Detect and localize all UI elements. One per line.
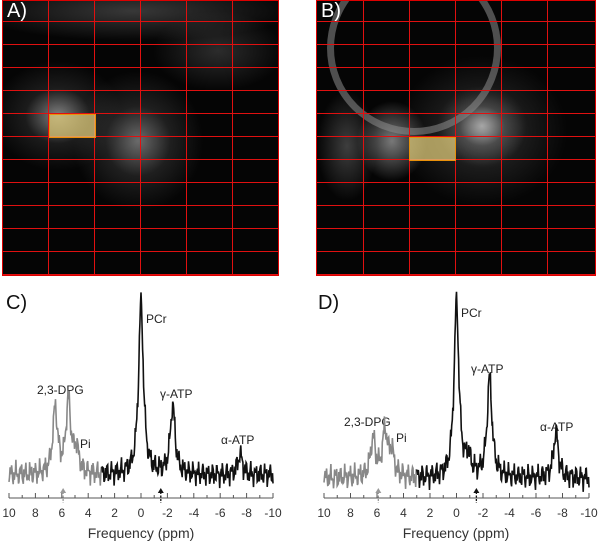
grid-line [317,205,595,207]
x-axis-title-c: Frequency (ppm) [88,525,195,541]
arrowhead-icon [60,488,67,493]
grid-line [3,67,278,69]
label-pcr: PCr [146,312,167,326]
grid-line [547,1,549,275]
tissue-region [153,11,278,91]
grid-line [94,1,96,275]
grid-line [317,21,595,23]
grid-line [501,1,503,275]
spectrum-trace-black [415,291,590,492]
x-tick-label: -8 [241,506,252,520]
label-dpg: 2,3-DPG [344,415,391,429]
grid-line [3,274,278,275]
x-tick-label: -10 [580,506,598,520]
arrowhead-icon [157,488,164,493]
roi-voxel [409,137,456,161]
x-tick-label: 4 [400,506,407,520]
x-tick-label: -2 [162,506,173,520]
panel-label-c: C) [6,292,28,314]
mri-image-a: A) [2,0,279,276]
x-tick-label: -6 [531,506,542,520]
label-dpg: 2,3-DPG [37,383,84,397]
x-tick-label: -8 [557,506,568,520]
x-tick-label: -10 [264,506,282,520]
x-tick-label: 0 [138,506,145,520]
grid-line [3,90,278,92]
grid-line [317,251,595,253]
grid-line [317,136,595,138]
grid-line [317,90,595,92]
grid-line [3,136,278,138]
label-gamma-atp: γ-ATP [471,362,503,376]
spectrum-trace-gray [323,416,417,489]
x-tick-label: 10 [317,506,331,520]
x-axis-title-d: Frequency (ppm) [403,525,510,541]
label-pi: Pi [396,431,407,445]
spectrum-d: PCr γ-ATP α-ATP 2,3-DPG Pi Frequency (pp… [317,291,598,541]
x-tick-label: 2 [111,506,118,520]
spectrum-trace-gray [8,390,103,486]
arrowhead-icon [375,488,382,493]
grid-line [317,182,595,184]
grid-line [186,1,188,275]
grid-line [317,44,595,46]
x-tick-label: 6 [374,506,381,520]
label-pi: Pi [80,437,91,451]
grid-line [317,228,595,230]
x-tick-label: -4 [504,506,515,520]
grid-line [3,182,278,184]
label-gamma-atp: γ-ATP [160,387,192,401]
panel-label-d: D) [318,292,340,314]
x-tick-label: 6 [58,506,65,520]
grid-line [140,1,142,275]
arrowhead-icon [473,488,480,493]
roi-voxel [49,114,96,138]
grid-line [317,67,595,69]
x-tick-label: -6 [215,506,226,520]
grid-line [317,159,595,161]
spectrum-c: PCr γ-ATP α-ATP 2,3-DPG Pi Frequency (pp… [2,292,282,541]
x-tick-label: 4 [85,506,92,520]
x-tick-label: -4 [188,506,199,520]
grid-line [363,1,365,275]
x-tick-label: -2 [478,506,489,520]
grid-line [317,113,595,115]
grid-line [3,21,278,23]
grid-line [3,44,278,46]
x-tick-label: 8 [347,506,354,520]
grid-line [232,1,234,275]
grid-line [317,274,595,275]
grid-line [3,205,278,207]
mri-image-b: B) [316,0,596,276]
grid-line [3,251,278,253]
panel-label-b: B) [321,0,341,22]
label-alpha-atp: α-ATP [221,433,254,447]
panel-label-a: A) [7,0,27,22]
spectrum-trace-black [100,292,274,489]
x-tick-label: 0 [453,506,460,520]
label-pcr: PCr [461,306,482,320]
x-tick-label: 2 [427,506,434,520]
grid-line [3,159,278,161]
x-tick-label: 8 [32,506,39,520]
grid-line [48,1,50,275]
grid-line [3,113,278,115]
grid-line [3,228,278,230]
x-tick-label: 10 [2,506,16,520]
